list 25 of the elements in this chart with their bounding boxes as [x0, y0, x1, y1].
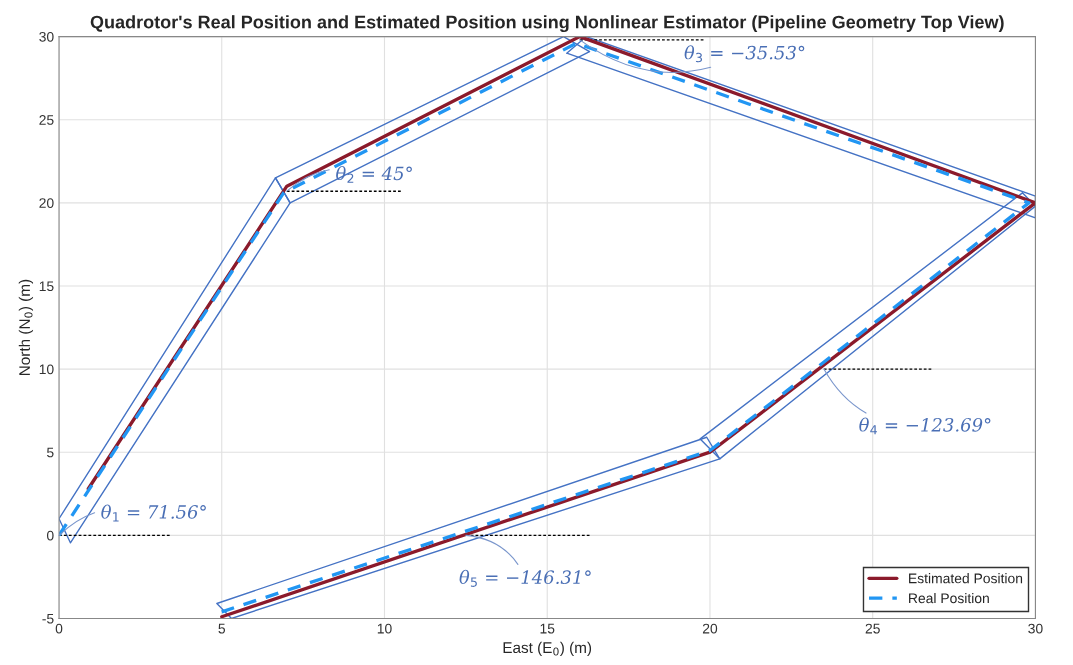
- x-tick-label: 25: [865, 623, 880, 634]
- y-axis-title: North (N$_{0}$) (m): [18, 279, 34, 375]
- x-tick-label: 0: [55, 623, 63, 634]
- x-tick-label: 15: [540, 623, 555, 634]
- annotation: θ$_{1}$ = 71.56°: [101, 504, 206, 522]
- annotation: θ$_{3}$ = −35.53°: [684, 45, 805, 63]
- y-tick-label: 25: [39, 115, 54, 125]
- y-tick-label: 30: [39, 31, 54, 42]
- x-tick-label: 5: [218, 623, 226, 634]
- y-tick-label: 10: [39, 364, 54, 375]
- legend-label: Real Position: [909, 593, 989, 604]
- x-tick-label: 20: [702, 623, 718, 634]
- y-tick-label: 5: [46, 447, 54, 458]
- annotation: θ$_{5}$ = −146.31°: [459, 569, 591, 587]
- y-tick-label: 0: [46, 530, 54, 541]
- annotation: θ$_{2}$ = 45°: [336, 165, 412, 183]
- chart-title: Quadrotor's Real Position and Estimated Position using Nonlinear Estimator (Pipeline Geometry Top View): [90, 15, 1004, 33]
- legend-label: Estimated Position: [909, 573, 1023, 584]
- y-tick-label: -5: [42, 613, 54, 624]
- x-axis-title: East (E$_{0}$) (m): [503, 641, 592, 657]
- y-tick-label: 15: [39, 281, 54, 292]
- annotation: θ$_{4}$ = −123.69°: [859, 417, 991, 435]
- x-tick-label: 10: [377, 623, 392, 634]
- y-tick-label: 20: [39, 198, 54, 208]
- x-tick-label: 30: [1028, 623, 1043, 634]
